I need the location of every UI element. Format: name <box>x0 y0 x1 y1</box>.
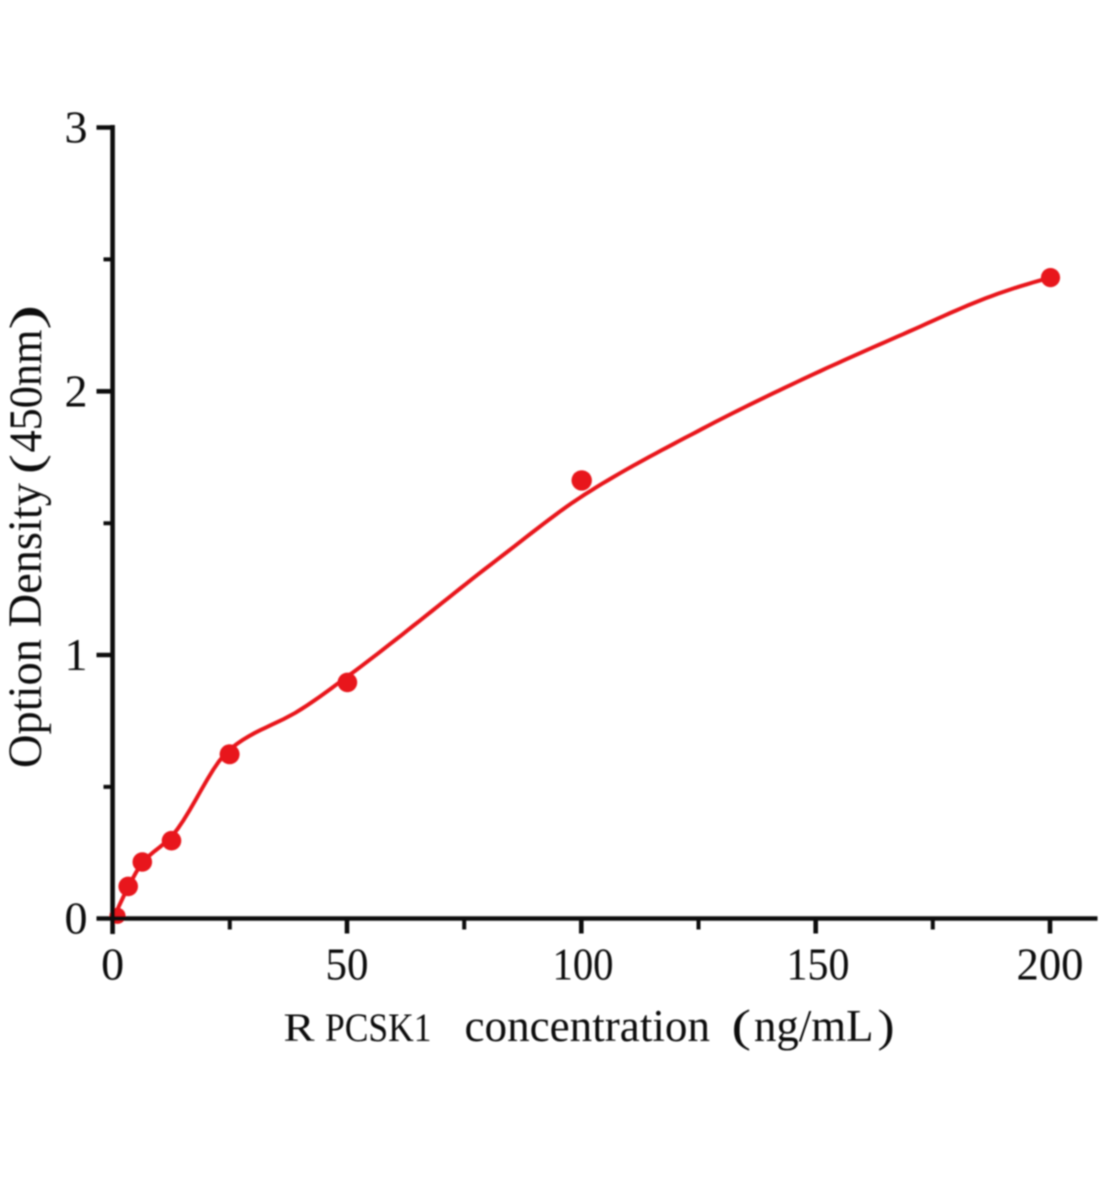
svg-text:0: 0 <box>101 939 124 990</box>
svg-text:0: 0 <box>65 893 88 944</box>
svg-text:2: 2 <box>65 365 88 416</box>
svg-text:1: 1 <box>65 629 88 680</box>
svg-text:3: 3 <box>65 102 88 153</box>
svg-text:150: 150 <box>787 939 850 990</box>
svg-text:50: 50 <box>326 939 369 990</box>
svg-text:200: 200 <box>1017 939 1084 990</box>
svg-text:Option Density(450nm): Option Density(450nm) <box>0 305 52 769</box>
svg-text:100: 100 <box>553 939 614 990</box>
